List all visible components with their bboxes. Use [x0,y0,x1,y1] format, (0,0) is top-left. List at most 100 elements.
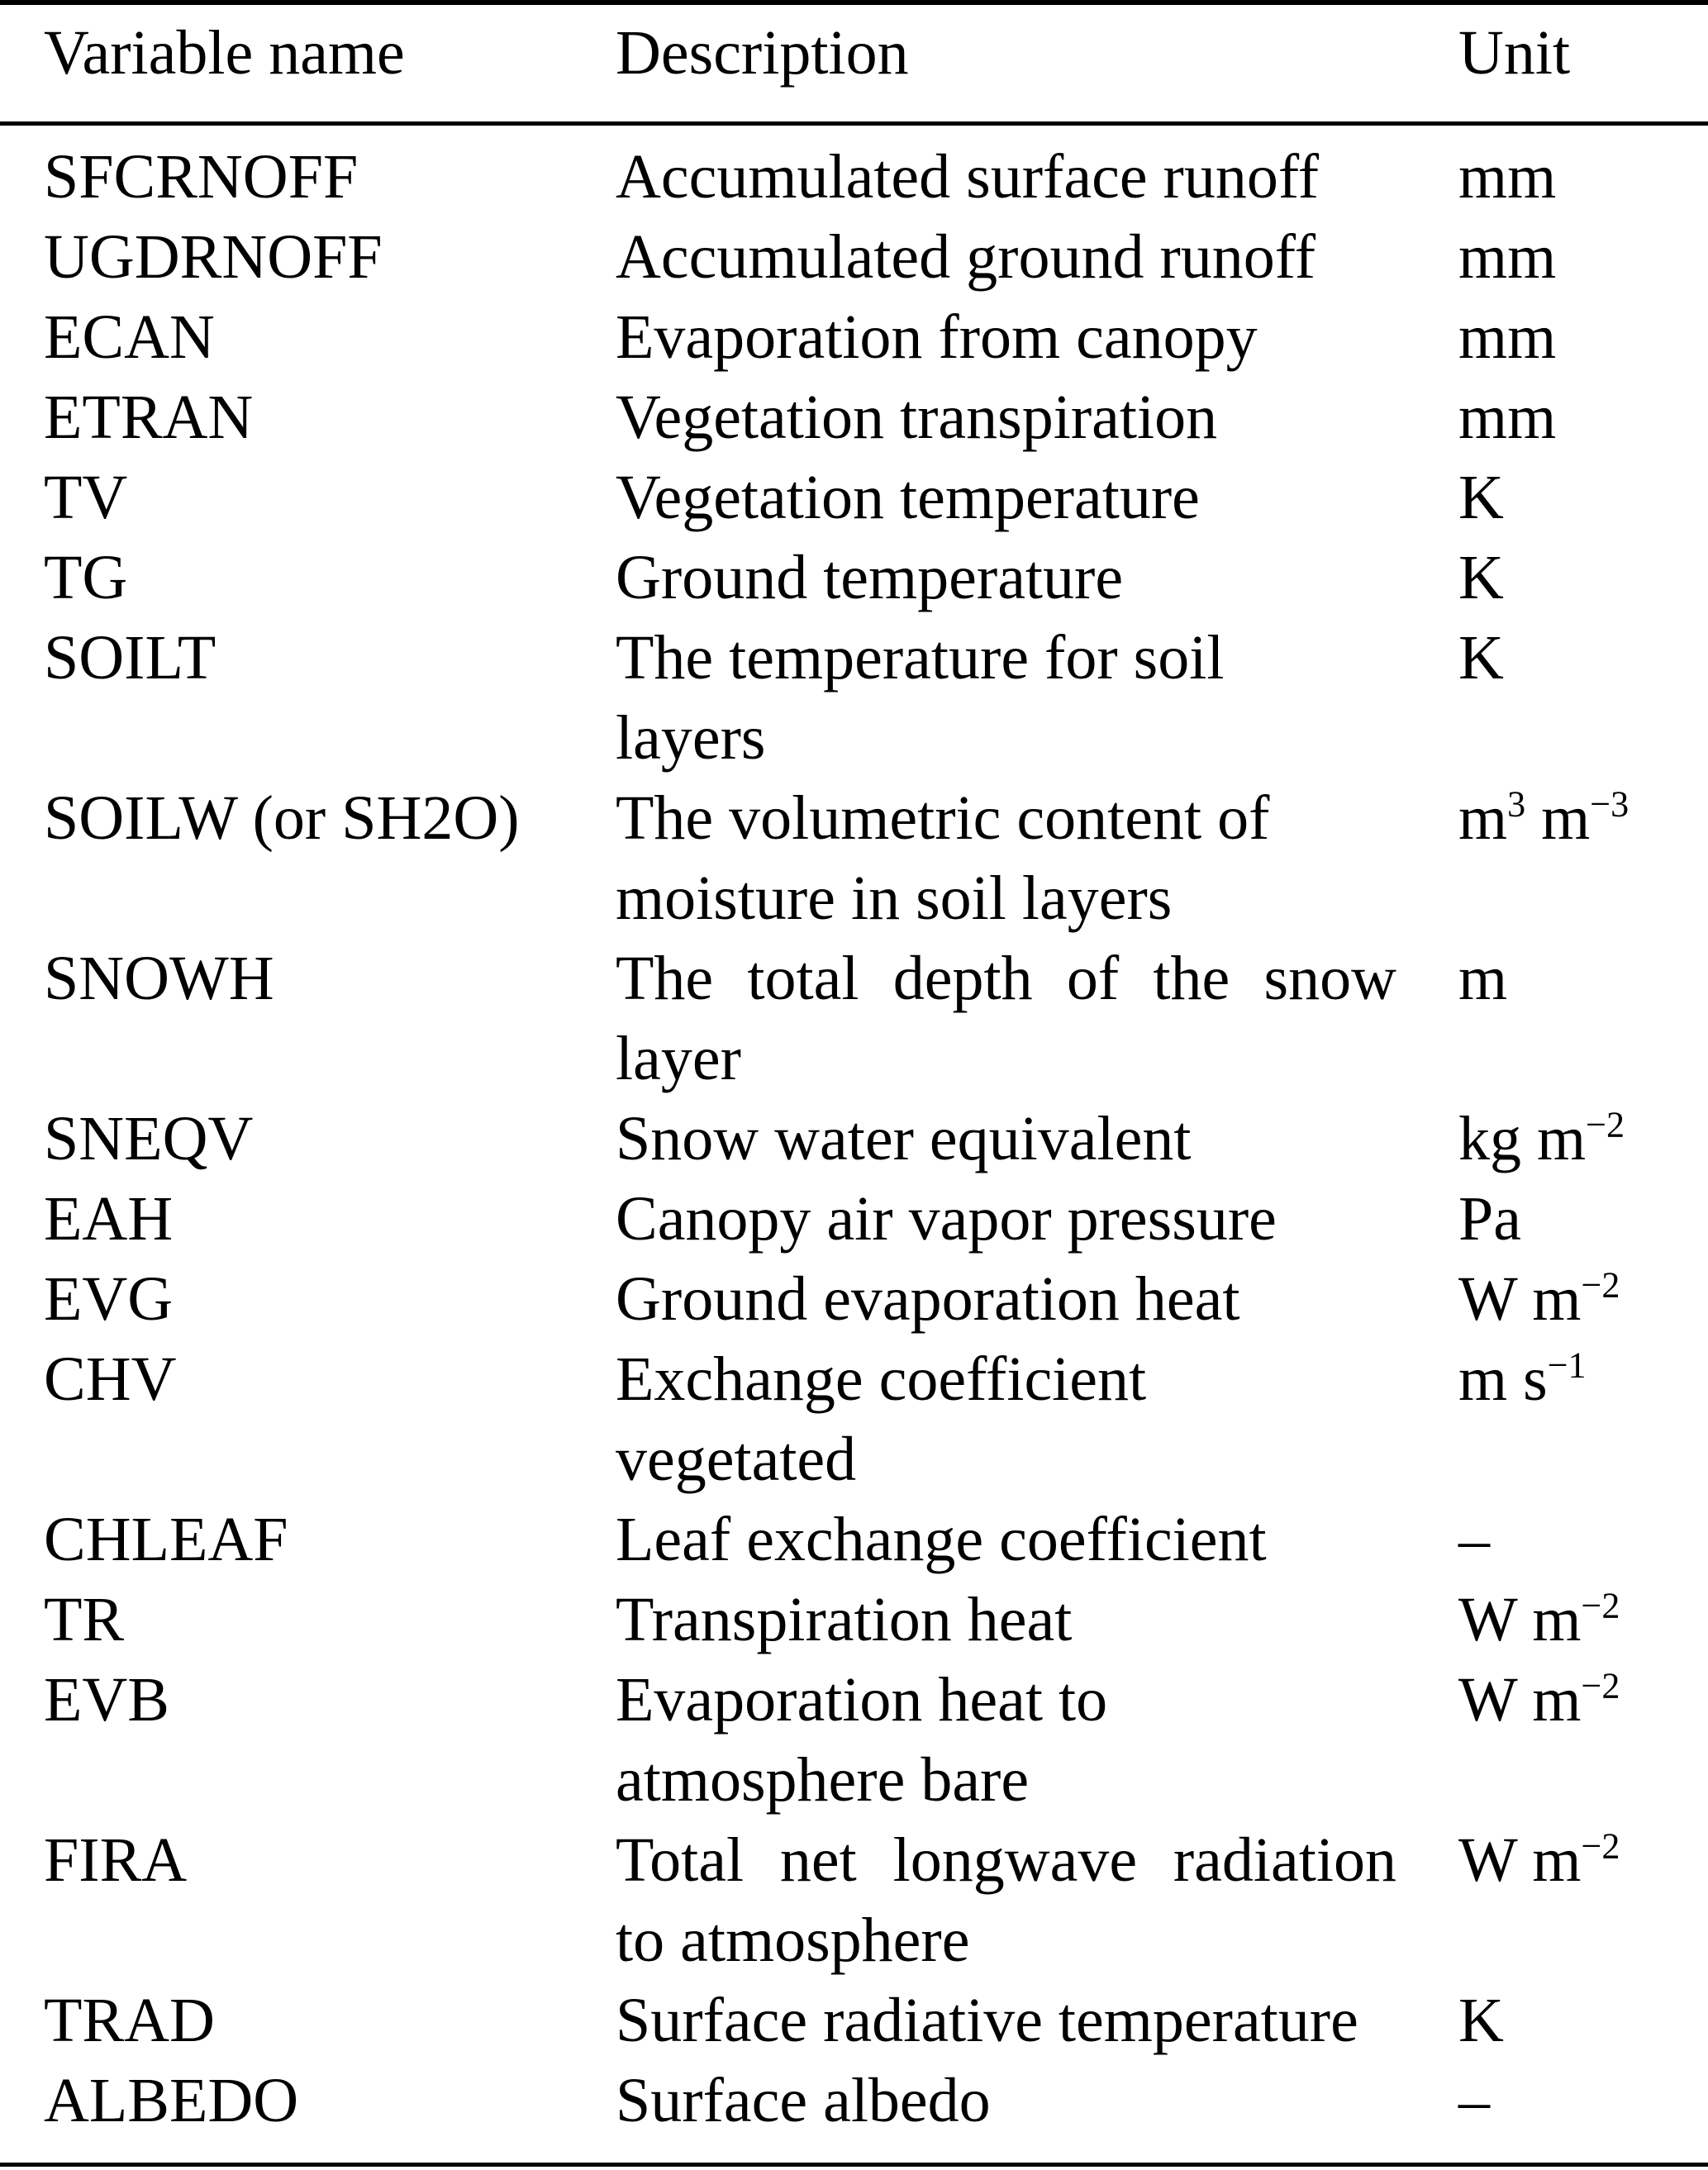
unit-cell: K [1458,1986,1504,2055]
variable-name-cell: TR [44,1585,125,1654]
column-header-unit: Unit [1458,18,1571,88]
description-line: moisture in soil layers [616,864,1173,933]
description-line: Vegetation temperature [616,463,1200,532]
description-cell: Total net longwave radiation to atmospher… [616,1820,1458,1981]
unit-cell: kg m−2 [1458,1104,1625,1173]
variable-name-cell: FIRA [44,1825,188,1895]
table-rule-top [0,0,1708,5]
unit-cell: W m−2 [1458,1825,1620,1895]
table-row: EVG Ground evaporation heat W m−2 [0,1259,1708,1340]
description-line: vegetated [616,1425,857,1494]
variable-name-cell: SNEQV [44,1104,254,1173]
description-line: layers [616,703,766,773]
description-line: Surface radiative temperature [616,1986,1358,2055]
description-cell: Surface radiative temperature [616,1981,1458,2061]
description-line: Accumulated ground runoff [616,222,1316,292]
unit-cell: – [1458,2066,1490,2135]
table-row: EVB Evaporation heat to atmosphere bare W m… [0,1660,1708,1820]
unit-cell: K [1458,623,1504,692]
description-cell: Ground temperature [616,538,1458,618]
variable-name-cell: EAH [44,1184,174,1254]
description-line: The total depth of the snow [616,944,1396,1013]
unit-cell: m s−1 [1458,1344,1587,1414]
description-line: Evaporation heat to [616,1665,1108,1735]
unit-cell: m [1458,944,1508,1013]
description-line: The volumetric content of [616,783,1270,853]
description-line: Ground evaporation heat [616,1264,1240,1334]
table-row: ALBEDO Surface albedo – [0,2061,1708,2141]
description-cell: Vegetation temperature [616,458,1458,538]
table-rule-bottom [0,2163,1708,2167]
description-cell: Exchange coefficient vegetated [616,1340,1458,1500]
description-line: Transpiration heat [616,1585,1073,1654]
description-line: Ground temperature [616,543,1124,612]
description-line: Vegetation transpiration [616,383,1218,452]
table-row: TG Ground temperature K [0,538,1708,618]
unit-cell: – [1458,1505,1490,1574]
table-row: SNEQV Snow water equivalent kg m−2 [0,1099,1708,1179]
variable-name-cell: SNOWH [44,944,274,1013]
unit-cell: W m−2 [1458,1264,1620,1334]
table-rule-mid [0,121,1708,126]
description-line: to atmosphere [616,1906,970,1975]
variable-name-cell: UGDRNOFF [44,222,383,292]
table-row: ECAN Evaporation from canopy mm [0,297,1708,378]
description-line: Total net longwave radiation [616,1825,1396,1895]
variable-name-cell: ECAN [44,302,215,372]
description-line: The temperature for soil [616,623,1225,692]
unit-superscript: −2 [1586,1104,1625,1145]
unit-superscript: −2 [1581,1585,1620,1626]
unit-cell: W m−2 [1458,1665,1620,1735]
table-row: TV Vegetation temperature K [0,458,1708,538]
description-cell: Snow water equivalent [616,1099,1458,1179]
description-cell: The temperature for soil layers [616,618,1458,778]
table-body: SFCRNOFF Accumulated surface runoff mm UGDR… [0,126,1708,2141]
variable-name-cell: TV [44,463,128,532]
description-cell: Accumulated surface runoff [616,137,1458,217]
unit-cell: K [1458,543,1504,612]
unit-cell: mm [1458,222,1557,292]
description-line: Canopy air vapor pressure [616,1184,1277,1254]
table-row: CHV Exchange coefficient vegetated m s−1 [0,1340,1708,1500]
table-row: UGDRNOFF Accumulated ground runoff mm [0,217,1708,297]
description-cell: Evaporation heat to atmosphere bare [616,1660,1458,1820]
description-cell: Ground evaporation heat [616,1259,1458,1340]
description-line: Snow water equivalent [616,1104,1192,1173]
unit-superscript: −2 [1581,1665,1620,1706]
unit-cell: mm [1458,383,1557,452]
variable-name-cell: CHV [44,1344,177,1414]
unit-superscript: −1 [1547,1344,1587,1386]
variable-name-cell: ALBEDO [44,2066,299,2135]
variable-name-cell: TRAD [44,1986,215,2055]
description-cell: Accumulated ground runoff [616,217,1458,297]
unit-cell: mm [1458,142,1557,212]
variable-name-cell: ETRAN [44,383,254,452]
variable-name-cell: EVG [44,1264,174,1334]
table-row: TRAD Surface radiative temperature K [0,1981,1708,2061]
unit-superscript: 3 [1507,783,1526,825]
table-row: ETRAN Vegetation transpiration mm [0,378,1708,458]
table-row: TR Transpiration heat W m−2 [0,1580,1708,1660]
unit-cell: Pa [1458,1184,1521,1254]
unit-superscript: −2 [1581,1825,1620,1867]
description-line: atmosphere bare [616,1745,1030,1815]
unit-superscript: −3 [1590,783,1629,825]
table-row: SOILT The temperature for soil layers K [0,618,1708,778]
description-cell: Evaporation from canopy [616,297,1458,378]
table-row: FIRA Total net longwave radiation to atmos… [0,1820,1708,1981]
description-cell: Transpiration heat [616,1580,1458,1660]
unit-cell: W m−2 [1458,1585,1620,1654]
table-row: CHLEAF Leaf exchange coefficient – [0,1500,1708,1580]
description-cell: Leaf exchange coefficient [616,1500,1458,1580]
column-header-description: Description [616,18,909,88]
description-line: layer [616,1024,741,1093]
variable-name-cell: SOILW (or SH2O) [44,783,520,853]
variable-name-cell: CHLEAF [44,1505,288,1574]
description-cell: The volumetric content of moisture in soi… [616,778,1458,939]
description-cell: Canopy air vapor pressure [616,1179,1458,1259]
description-cell: Vegetation transpiration [616,378,1458,458]
description-line: Leaf exchange coefficient [616,1505,1267,1574]
unit-cell: mm [1458,302,1557,372]
description-cell: Surface albedo [616,2061,1458,2141]
